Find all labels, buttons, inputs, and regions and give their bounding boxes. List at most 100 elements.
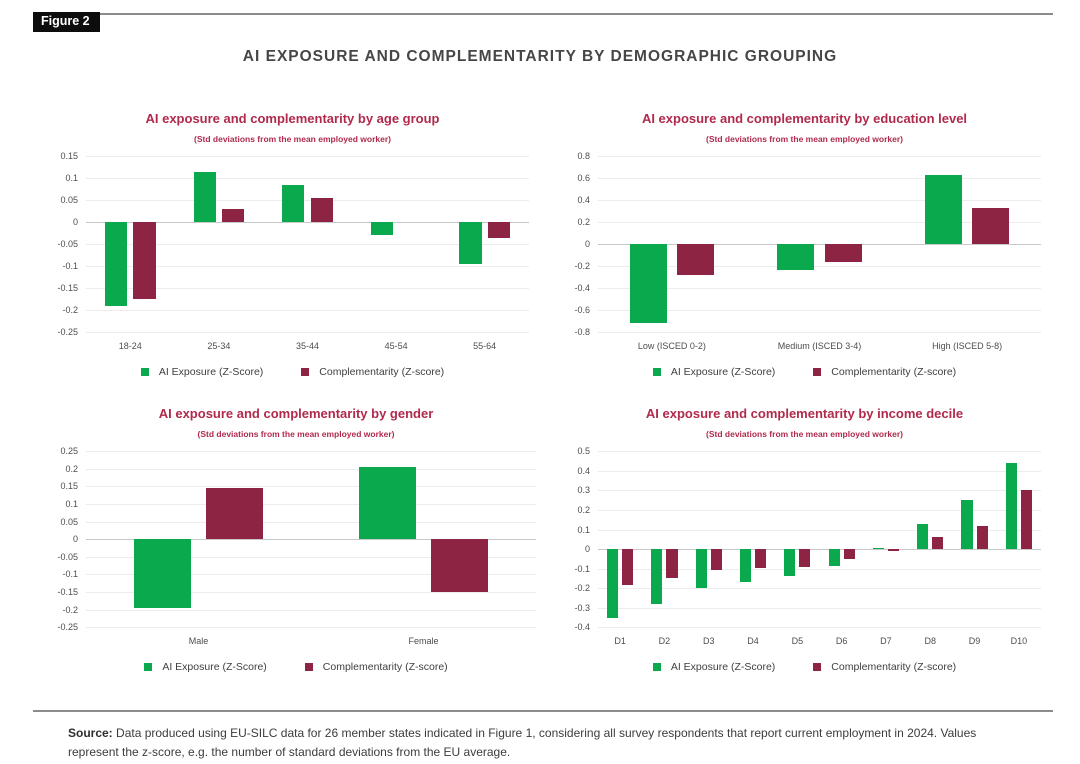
x-category-label: 45-54: [384, 341, 408, 352]
gridline: [598, 244, 1041, 246]
y-tick-label: 0.4: [577, 195, 590, 206]
bar-exposure-d7: [872, 548, 884, 550]
plot-area: 0.15 0.1 0.05 0 -0.05 -0.1 -0.15 -0.2 -0.25 18-24…: [40, 152, 545, 358]
gridline: [598, 178, 1041, 180]
legend-exposure-label: AI Exposure (Z-Score): [162, 661, 267, 674]
legend: AI Exposure (Z-Score) Complementarity (Z…: [40, 366, 545, 378]
gridline: [598, 470, 1041, 472]
gridline: [598, 568, 1041, 570]
gridline: [86, 574, 536, 576]
chart-subtitle: (Std deviations from the mean employed w…: [706, 429, 903, 440]
chart-subtitle: (Std deviations from the mean employed w…: [194, 134, 391, 145]
y-tick-label: 0.5: [577, 446, 590, 457]
figure-main-title: AI EXPOSURE AND COMPLEMENTARITY BY DEMOG…: [242, 48, 838, 65]
x-category-label: 18-24: [118, 341, 142, 352]
bar-exposure-d5: [784, 549, 796, 577]
gridline: [86, 332, 529, 334]
gridline: [598, 549, 1041, 551]
legend-exposure-swatch: [652, 368, 661, 377]
legend: AI Exposure (Z-Score) Complementarity (Z…: [40, 661, 552, 673]
bar-exposure-55-64: [459, 222, 482, 265]
y-tick-label: 0.2: [577, 504, 590, 515]
bar-exposure-high-isced-5-8-: [925, 174, 962, 245]
bottom-divider: [33, 710, 1053, 712]
y-tick-label: 0.4: [577, 465, 590, 476]
gridline: [598, 529, 1041, 531]
y-tick-label: -0.4: [574, 622, 590, 633]
gridline: [598, 627, 1041, 629]
bar-complementarity-d1: [622, 549, 634, 586]
chart-title: AI exposure and complementarity by gende…: [158, 406, 434, 421]
y-tick-label: -0.1: [62, 261, 78, 272]
bar-exposure-d3: [695, 549, 707, 589]
gridline: [86, 556, 536, 558]
bar-exposure-35-44: [282, 184, 305, 223]
gridline: [598, 588, 1041, 590]
y-tick-label: -0.1: [574, 563, 590, 574]
gridline: [598, 509, 1041, 511]
y-tick-label: 0: [584, 239, 590, 250]
y-tick-label: -0.05: [57, 239, 78, 250]
bar-exposure-d8: [917, 523, 929, 550]
source-prefix: Source:: [68, 726, 113, 740]
legend-exposure-label: AI Exposure (Z-Score): [670, 366, 776, 379]
gridline: [86, 504, 536, 506]
bar-complementarity-d8: [932, 537, 944, 550]
x-category-label: 35-44: [295, 341, 320, 352]
chart-subtitle: (Std deviations from the mean employed w…: [197, 429, 395, 440]
bar-complementarity-d4: [755, 549, 767, 568]
chart-title: AI exposure and complementarity by educa…: [641, 111, 968, 126]
legend-complementarity-swatch: [301, 368, 310, 377]
y-tick-label: -0.2: [62, 305, 78, 316]
y-tick-label: 0.1: [65, 499, 78, 510]
gridline: [86, 178, 529, 180]
gridline: [598, 156, 1041, 158]
legend-exposure-swatch: [652, 663, 661, 672]
bar-exposure-medium-isced-3-4-: [777, 244, 815, 270]
bar-exposure-45-54: [370, 222, 393, 236]
plot-area: 0.25 0.2 0.15 0.1 0.05 0 -0.05 -0.1 -0.15 -0.2 -0.…: [40, 447, 552, 653]
gridline: [598, 451, 1041, 453]
bar-complementarity-female: [431, 539, 488, 593]
legend-exposure-swatch: [140, 368, 149, 377]
x-category-label: D3: [702, 636, 715, 647]
y-tick-label: -0.8: [574, 327, 590, 338]
bar-exposure-d9: [961, 500, 973, 550]
legend-complementarity-label: Complementarity (Z-score): [831, 366, 957, 379]
bar-exposure-male: [134, 539, 191, 608]
gridline: [86, 468, 536, 470]
bar-complementarity-low-isced-0-2-: [677, 244, 714, 276]
plot-area: 0.5 0.4 0.3 0.2 0.1 0 -0.1 -0.2 -0.3 -0.4 D1 D2 D3 D4…: [552, 447, 1057, 653]
legend-complementarity-label: Complementarity (Z-score): [319, 366, 445, 379]
legend: AI Exposure (Z-Score) Complementarity (Z…: [552, 366, 1057, 378]
gridline: [86, 310, 529, 312]
y-tick-label: 0.05: [60, 195, 78, 206]
gridline: [598, 310, 1041, 312]
x-category-label: High (ISCED 5-8): [932, 341, 1003, 352]
gridline: [86, 156, 529, 158]
chart-income-decile: AI exposure and complementarity by incom…: [552, 406, 1057, 673]
y-tick-label: -0.15: [57, 587, 78, 598]
bar-complementarity-d9: [976, 525, 988, 550]
y-tick-label: 0.1: [577, 524, 590, 535]
bar-exposure-d1: [607, 549, 619, 618]
bar-complementarity-d5: [799, 549, 811, 567]
gridline: [86, 222, 529, 224]
y-tick-label: 0.2: [577, 217, 590, 228]
bar-complementarity-35-44: [310, 198, 333, 223]
gridline: [86, 486, 536, 488]
x-category-label: D8: [924, 636, 937, 647]
gridline: [598, 332, 1041, 334]
chart-title: AI exposure and complementarity by age g…: [145, 111, 440, 126]
legend-exposure-label: AI Exposure (Z-Score): [158, 366, 264, 379]
gridline: [86, 592, 536, 594]
legend: AI Exposure (Z-Score) Complementarity (Z…: [552, 661, 1057, 673]
x-category-label: D5: [791, 636, 804, 647]
source-note: Source: Data produced using EU-SILC data…: [68, 724, 1013, 761]
y-tick-label: -0.2: [574, 261, 590, 272]
y-tick-label: 0.05: [60, 516, 78, 527]
bar-complementarity-d3: [710, 549, 722, 570]
y-tick-label: 0.1: [65, 173, 78, 184]
y-tick-label: -0.4: [574, 283, 590, 294]
y-tick-label: -0.3: [574, 602, 590, 613]
